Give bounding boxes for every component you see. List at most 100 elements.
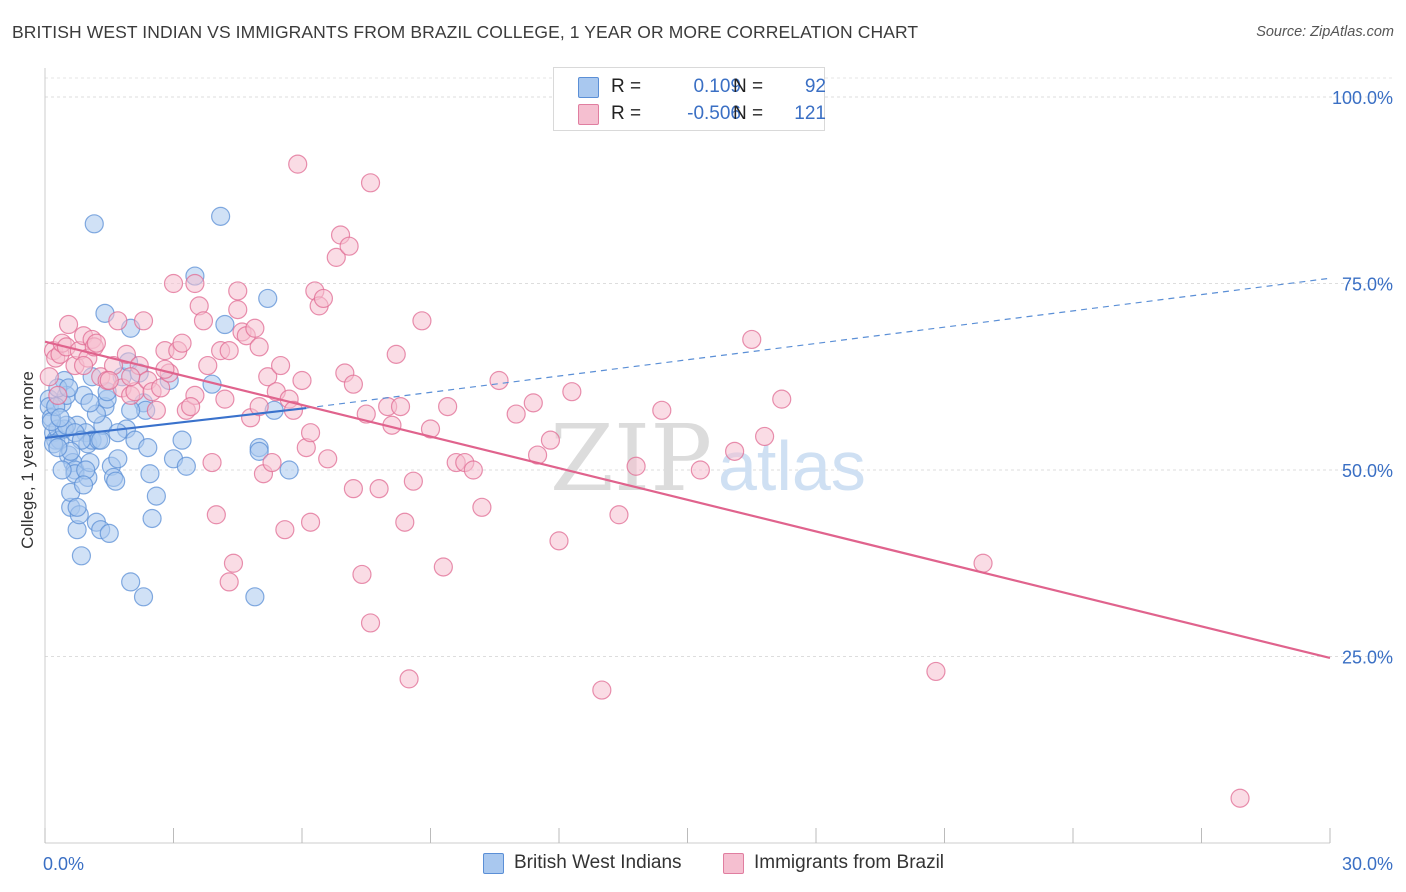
point-immigrants-from-brazil [133, 311, 154, 331]
point-immigrants-from-brazil [609, 505, 629, 525]
point-immigrants-from-brazil [245, 318, 265, 338]
point-british-west-indians [106, 471, 126, 491]
point-immigrants-from-brazil [300, 512, 321, 532]
point-british-west-indians [52, 460, 72, 480]
n-label: N = [733, 103, 764, 124]
r-value: 0.109 [693, 76, 741, 97]
point-immigrants-from-brazil [193, 311, 214, 331]
data-points [39, 154, 1250, 808]
point-british-west-indians [73, 475, 94, 495]
legend-label: British West Indians [514, 852, 682, 873]
watermark-atlas: atlas [718, 427, 866, 505]
point-british-west-indians [108, 423, 128, 443]
point-immigrants-from-brazil [163, 273, 184, 294]
stats-legend: R = 0.109 N = 92 R = -0.506 N = 121 [553, 67, 826, 131]
point-immigrants-from-brazil [527, 445, 548, 465]
point-immigrants-from-brazil [420, 419, 441, 439]
point-immigrants-from-brazil [690, 460, 710, 480]
point-immigrants-from-brazil [116, 344, 136, 364]
point-immigrants-from-brazil [626, 456, 646, 476]
point-immigrants-from-brazil [58, 314, 79, 335]
point-immigrants-from-brazil [39, 367, 59, 387]
point-immigrants-from-brazil [438, 396, 458, 417]
point-immigrants-from-brazil [270, 355, 291, 376]
point-immigrants-from-brazil [326, 247, 346, 267]
point-immigrants-from-brazil [463, 460, 483, 480]
trend-line-extension-british-west-indians [306, 277, 1331, 409]
point-immigrants-from-brazil [151, 378, 171, 398]
point-immigrants-from-brazil [926, 661, 946, 682]
point-immigrants-from-brazil [352, 564, 372, 585]
point-immigrants-from-brazil [181, 396, 201, 417]
point-immigrants-from-brazil [652, 400, 672, 420]
point-immigrants-from-brazil [206, 505, 226, 525]
source-credit: Source: ZipAtlas.com [1256, 24, 1394, 40]
point-immigrants-from-brazil [369, 479, 389, 499]
point-immigrants-from-brazil [339, 236, 359, 256]
point-british-west-indians [258, 288, 278, 309]
r-value: -0.506 [687, 103, 741, 124]
point-british-west-indians [80, 393, 100, 413]
point-british-west-indians [48, 438, 68, 458]
point-british-west-indians [249, 441, 269, 461]
r-label: R = [611, 103, 642, 124]
point-british-west-indians [176, 456, 196, 476]
point-immigrants-from-brazil [772, 389, 792, 409]
point-immigrants-from-brazil [228, 281, 248, 301]
point-immigrants-from-brazil [523, 393, 543, 413]
point-immigrants-from-brazil [540, 430, 561, 450]
point-immigrants-from-brazil [343, 479, 363, 499]
point-immigrants-from-brazil [386, 344, 406, 364]
point-immigrants-from-brazil [121, 367, 141, 387]
point-immigrants-from-brazil [412, 311, 432, 331]
n-value: 92 [804, 76, 826, 97]
point-immigrants-from-brazil [433, 557, 453, 577]
point-british-west-indians [245, 587, 265, 607]
point-british-west-indians [71, 546, 92, 566]
series-swatch-blue [578, 77, 599, 98]
point-british-west-indians [140, 464, 160, 484]
point-immigrants-from-brazil [725, 441, 745, 461]
x-tick-label: 30.0% [1342, 854, 1393, 874]
point-immigrants-from-brazil [48, 385, 68, 405]
point-immigrants-from-brazil [592, 680, 612, 700]
y-tick-label: 75.0% [1342, 275, 1393, 295]
x-tick-label: 0.0% [43, 854, 84, 874]
n-value: 121 [794, 103, 826, 124]
point-british-west-indians [121, 572, 141, 592]
trend-line-immigrants-from-brazil [44, 340, 1331, 660]
point-immigrants-from-brazil [754, 426, 775, 447]
watermark: ZIP atlas [550, 405, 866, 512]
axes [44, 68, 1331, 844]
point-immigrants-from-brazil [223, 553, 244, 573]
point-immigrants-from-brazil [360, 613, 381, 633]
point-immigrants-from-brazil [390, 396, 411, 417]
chart-title: BRITISH WEST INDIAN VS IMMIGRANTS FROM B… [12, 22, 919, 42]
point-british-west-indians [91, 430, 111, 450]
grid-lines [45, 77, 1392, 657]
point-immigrants-from-brazil [472, 497, 492, 517]
point-british-west-indians [84, 214, 104, 234]
point-british-west-indians [108, 449, 128, 469]
tick-labels: 25.0% 50.0% 75.0% 100.0% 0.0% 30.0% [43, 88, 1393, 874]
point-immigrants-from-brazil [506, 404, 526, 424]
point-immigrants-from-brazil [489, 370, 509, 391]
point-immigrants-from-brazil [288, 154, 308, 174]
point-immigrants-from-brazil [219, 572, 239, 592]
y-tick-label: 100.0% [1332, 88, 1393, 108]
point-immigrants-from-brazil [403, 471, 423, 491]
point-british-west-indians [279, 460, 299, 480]
point-immigrants-from-brazil [275, 520, 295, 540]
point-british-west-indians [211, 206, 231, 226]
point-british-west-indians [50, 408, 70, 428]
legend-swatch-pink [723, 853, 744, 874]
y-axis-label: College, 1 year or more [18, 371, 37, 549]
point-british-west-indians [138, 438, 158, 458]
point-immigrants-from-brazil [258, 367, 278, 387]
y-tick-label: 25.0% [1342, 648, 1393, 668]
point-immigrants-from-brazil [318, 449, 338, 469]
trend-line-british-west-indians [44, 406, 307, 440]
point-immigrants-from-brazil [215, 389, 235, 409]
point-immigrants-from-brazil [1230, 788, 1250, 808]
point-immigrants-from-brazil [742, 329, 762, 350]
